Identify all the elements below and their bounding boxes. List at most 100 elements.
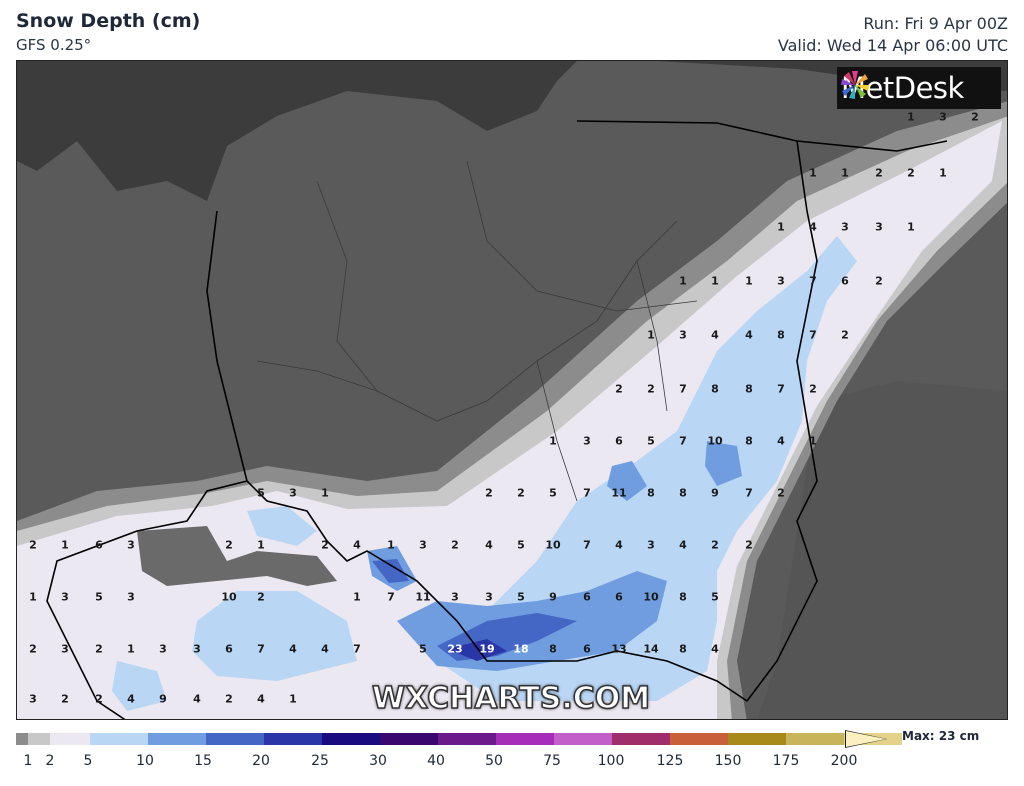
- point-value-label: 6: [225, 642, 233, 656]
- point-value-label: 2: [875, 274, 883, 288]
- point-value-label: 4: [679, 538, 687, 552]
- point-value-label: 7: [777, 382, 785, 396]
- point-value-label: 2: [95, 692, 103, 706]
- point-value-label: 1: [711, 274, 719, 288]
- point-value-label: 3: [193, 642, 201, 656]
- point-value-label: 8: [745, 382, 753, 396]
- legend-swatch: [496, 733, 554, 745]
- point-value-label: 3: [841, 220, 849, 234]
- point-value-label: 5: [517, 590, 525, 604]
- point-value-label: 3: [939, 110, 947, 124]
- east-land: [757, 381, 1007, 719]
- point-value-label: 9: [159, 692, 167, 706]
- legend-tick-label: 100: [597, 753, 625, 769]
- legend-max-label: Max: 23 cm: [902, 729, 980, 743]
- point-value-label: 1: [257, 538, 265, 552]
- point-value-label: 7: [809, 274, 817, 288]
- legend-swatch: [670, 733, 728, 745]
- snow-zone-10-sw: [112, 661, 167, 711]
- point-value-label: 2: [485, 486, 493, 500]
- legend-swatch: [90, 733, 148, 745]
- point-value-label: 1: [647, 328, 655, 342]
- point-value-label: 1: [809, 166, 817, 180]
- point-value-label: 4: [711, 328, 719, 342]
- point-value-label: 3: [29, 692, 37, 706]
- legend-swatch: [206, 733, 264, 745]
- point-value-label: 8: [745, 434, 753, 448]
- point-value-label: 11: [415, 590, 431, 604]
- point-value-label: 4: [809, 220, 817, 234]
- chart-title: Snow Depth (cm): [16, 10, 201, 32]
- point-value-label: 4: [353, 538, 361, 552]
- point-value-label: 4: [745, 328, 753, 342]
- point-value-label: 8: [679, 642, 687, 656]
- point-value-label: 6: [841, 274, 849, 288]
- point-value-label: 1: [353, 590, 361, 604]
- model-label: GFS 0.25°: [16, 36, 92, 54]
- legend-tick-label: 200: [830, 753, 858, 769]
- point-value-label: 2: [29, 538, 37, 552]
- point-value-label: 3: [647, 538, 655, 552]
- point-value-label: 2: [517, 486, 525, 500]
- legend-swatch: [264, 733, 322, 745]
- legend-tick-label: 5: [83, 753, 93, 769]
- legend-swatch: [148, 733, 206, 745]
- point-value-label: 8: [711, 382, 719, 396]
- point-value-label: 18: [513, 642, 529, 656]
- point-value-label: 8: [679, 590, 687, 604]
- point-value-label: 5: [549, 486, 557, 500]
- point-value-label: 1: [777, 220, 785, 234]
- point-value-label: 7: [257, 642, 265, 656]
- point-value-label: 2: [875, 166, 883, 180]
- point-value-label: 7: [679, 434, 687, 448]
- point-value-label: 5: [257, 486, 265, 500]
- legend-swatch: [554, 733, 612, 745]
- legend-swatch: [438, 733, 496, 745]
- point-value-label: 2: [971, 110, 979, 124]
- point-value-label: 10: [221, 590, 237, 604]
- point-value-label: 1: [127, 642, 135, 656]
- point-value-label: 3: [485, 590, 493, 604]
- point-value-label: 2: [257, 590, 265, 604]
- point-value-label: 10: [643, 590, 659, 604]
- legend-tick-label: 40: [427, 753, 445, 769]
- point-value-label: 2: [61, 692, 69, 706]
- legend-tick-label: 10: [136, 753, 154, 769]
- point-value-label: 5: [711, 590, 719, 604]
- metdesk-logo: MetDesk: [837, 67, 1001, 109]
- legend-tick-label: 175: [772, 753, 800, 769]
- point-value-label: 10: [707, 434, 723, 448]
- point-value-label: 13: [611, 642, 627, 656]
- point-value-label: 6: [615, 434, 623, 448]
- legend-tick-label: 50: [485, 753, 503, 769]
- point-value-label: 2: [841, 328, 849, 342]
- valid-time: Valid: Wed 14 Apr 06:00 UTC: [777, 36, 1008, 55]
- point-value-label: 3: [679, 328, 687, 342]
- snow-zone-25: [447, 639, 507, 661]
- point-value-label: 3: [419, 538, 427, 552]
- legend-swatch: [728, 733, 786, 745]
- point-value-label: 3: [127, 538, 135, 552]
- region-borders: [256, 160, 698, 502]
- point-value-label: 2: [745, 538, 753, 552]
- point-value-label: 1: [745, 274, 753, 288]
- legend-tick-label: 150: [714, 753, 742, 769]
- legend-swatch: [16, 733, 28, 745]
- point-value-label: 2: [95, 642, 103, 656]
- point-value-label: 1: [907, 110, 915, 124]
- point-value-label: 1: [29, 590, 37, 604]
- point-value-label: 7: [679, 382, 687, 396]
- point-value-label: 7: [809, 328, 817, 342]
- point-value-label: 7: [745, 486, 753, 500]
- point-value-label: 3: [61, 642, 69, 656]
- point-value-label: 5: [647, 434, 655, 448]
- bare-patch: [137, 526, 337, 586]
- point-value-label: 2: [907, 166, 915, 180]
- point-value-label: 2: [647, 382, 655, 396]
- point-value-label: 3: [583, 434, 591, 448]
- baltic-sea: [17, 61, 1007, 201]
- point-value-label: 4: [193, 692, 201, 706]
- point-value-label: 2: [809, 382, 817, 396]
- point-value-label: 3: [61, 590, 69, 604]
